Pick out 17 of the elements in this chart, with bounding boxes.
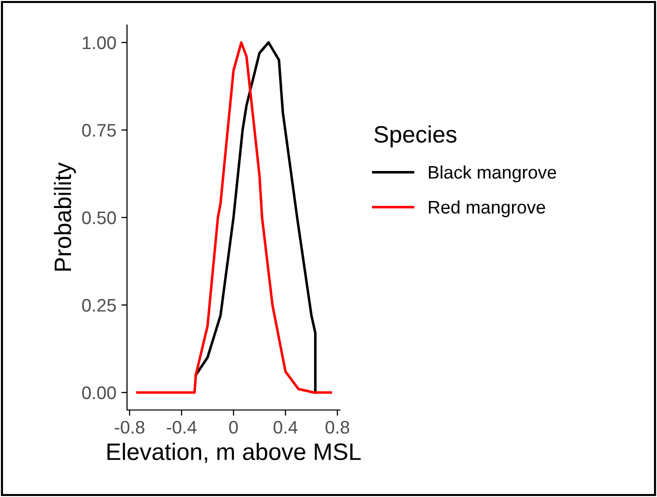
y-axis-title: Probability [54, 162, 76, 271]
y-tick-label: 0.00 [82, 386, 116, 400]
legend-label: Black mangrove [428, 165, 556, 182]
y-tick-label: 1.00 [82, 36, 116, 50]
legend-label: Red mangrove [428, 200, 546, 218]
line-series [194, 41, 317, 394]
y-tick-label: 0.75 [82, 124, 116, 137]
line-series [136, 41, 332, 394]
x-tick-label: 0.4 [274, 420, 298, 434]
x-axis-title: Elevation, m above MSL [107, 442, 361, 463]
y-tick-label: 0.25 [82, 298, 116, 312]
x-tick-label: -0.8 [114, 420, 144, 434]
x-tick-label: 0 [229, 420, 238, 434]
x-tick-label: 0.8 [326, 420, 350, 434]
x-tick-label: -0.4 [166, 420, 197, 434]
y-tick-label: 0.50 [82, 211, 116, 224]
legend-title: Species [374, 125, 456, 148]
